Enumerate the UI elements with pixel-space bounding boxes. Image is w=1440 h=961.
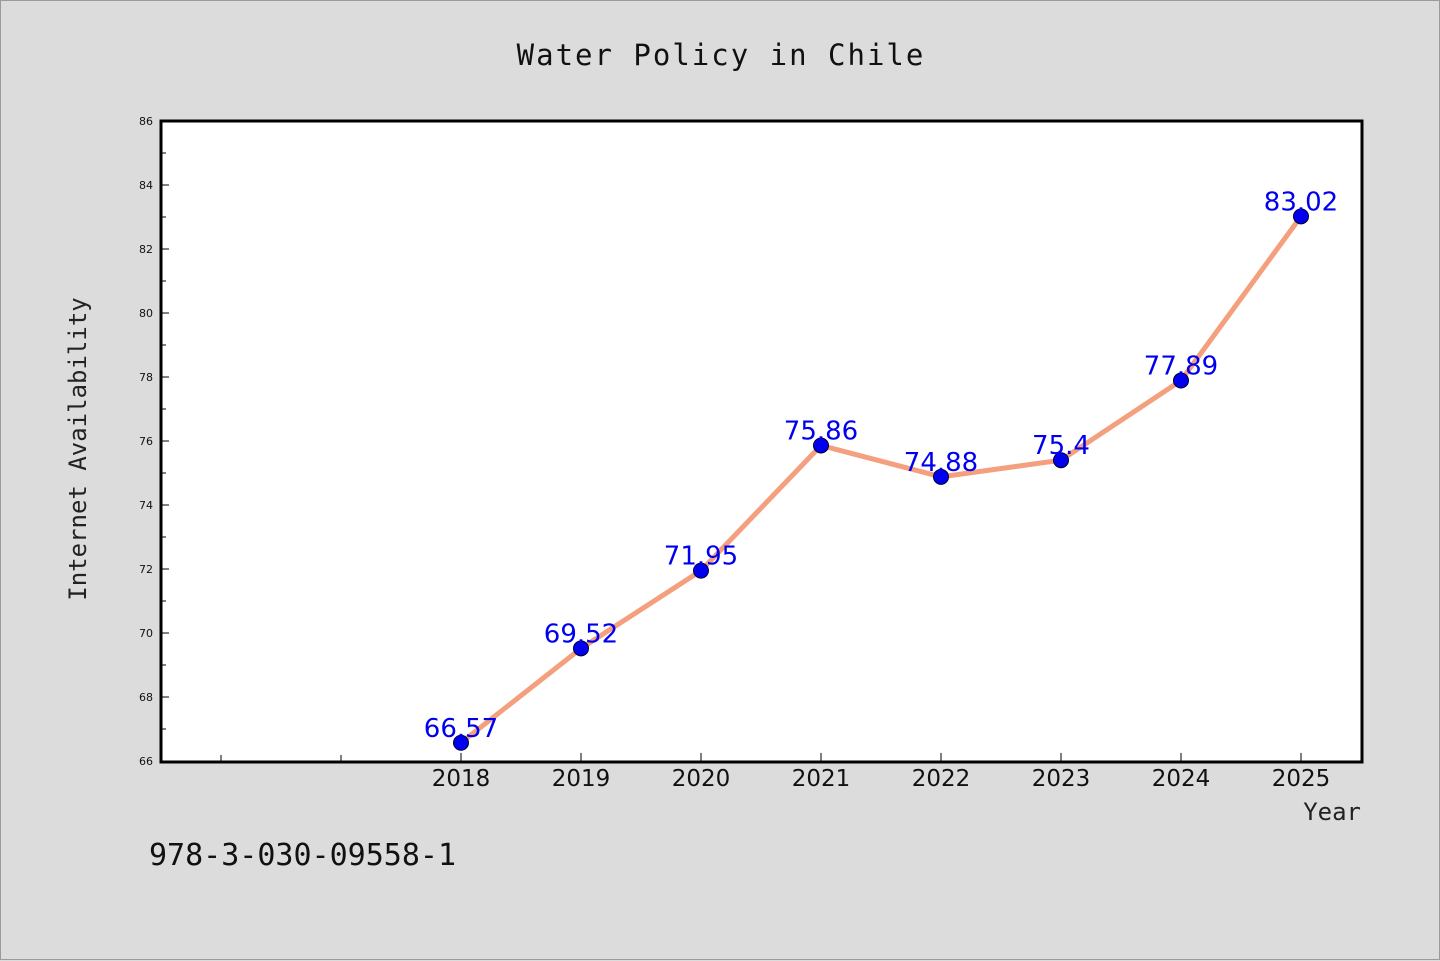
x-tick-label: 2018 <box>432 766 491 792</box>
y-tick-label: 78 <box>139 371 153 384</box>
y-tick-label: 72 <box>139 563 153 576</box>
data-point <box>933 468 949 485</box>
y-tick-label: 66 <box>139 755 153 768</box>
x-axis: 2018 2019 2020 2021 2022 2023 2024 2025 <box>220 753 1331 792</box>
data-label: 83.02 <box>1264 187 1338 217</box>
y-axis: 66 68 70 72 74 76 78 80 82 84 86 <box>139 115 169 768</box>
y-axis-label: Internet Availability <box>64 297 92 600</box>
data-point <box>573 640 589 657</box>
y-tick-label: 86 <box>139 115 153 128</box>
y-tick-label: 74 <box>139 499 153 512</box>
series-layer: 66.57 69.52 71.95 75.86 74.88 75.4 77.89 83.02 <box>424 187 1338 751</box>
chart-title: Water Policy in Chile <box>517 38 926 72</box>
y-tick-label: 68 <box>139 691 153 704</box>
data-label: 71.95 <box>664 542 738 572</box>
data-point <box>693 562 709 579</box>
data-point <box>813 437 829 454</box>
footnote-isbn: 978-3-030-09558-1 <box>149 838 456 873</box>
x-tick-label: 2020 <box>672 766 731 792</box>
x-axis-label: Year <box>1303 798 1361 826</box>
data-point <box>1293 208 1309 225</box>
x-tick-label: 2025 <box>1272 766 1331 792</box>
x-tick-label: 2024 <box>1152 766 1211 792</box>
series-line <box>459 214 1304 745</box>
x-tick-label: 2021 <box>792 766 851 792</box>
y-tick-label: 76 <box>139 435 153 448</box>
data-point <box>1053 452 1069 469</box>
x-tick-label: 2019 <box>552 766 611 792</box>
data-label: 75.86 <box>784 416 858 446</box>
x-tick-label: 2022 <box>912 766 971 792</box>
y-tick-label: 82 <box>139 243 153 256</box>
data-label: 66.57 <box>424 714 498 744</box>
y-tick-label: 80 <box>139 307 153 320</box>
data-point <box>1173 372 1189 389</box>
x-tick-label: 2023 <box>1032 766 1091 792</box>
data-label: 75.4 <box>1032 431 1090 461</box>
y-tick-label: 84 <box>139 179 153 192</box>
y-tick-label: 70 <box>139 627 153 640</box>
data-point <box>453 734 469 751</box>
plot-area <box>159 119 1364 764</box>
data-label: 69.52 <box>544 619 618 649</box>
data-label: 74.88 <box>904 448 978 478</box>
data-label: 77.89 <box>1144 352 1218 382</box>
